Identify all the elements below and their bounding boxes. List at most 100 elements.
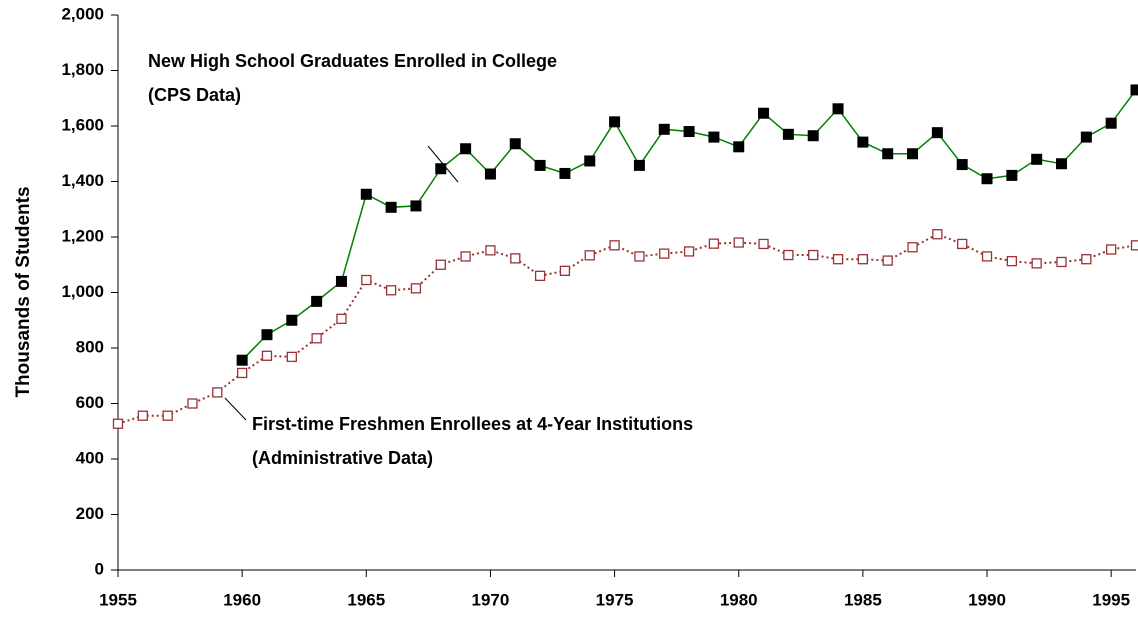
x-tick-label: 1980 [720,590,758,609]
series-line [117,233,1137,425]
marker [882,148,894,160]
marker [634,251,645,262]
marker [981,251,993,262]
marker [907,148,919,160]
marker [410,283,422,294]
marker [1031,258,1042,269]
y-tick-label: 1,400 [61,171,104,190]
marker [360,188,372,200]
y-tick-label: 1,000 [61,282,104,301]
marker [1106,244,1117,255]
marker [311,333,322,344]
marker [708,131,720,143]
marker [808,249,819,261]
marker [435,259,446,270]
marker [1080,131,1092,143]
marker [335,275,347,287]
y-axis-title: Thousands of Students [13,186,34,397]
marker [857,136,869,148]
marker [236,354,248,366]
x-tick-label: 1965 [347,590,385,609]
y-tick-label: 1,600 [61,115,104,134]
marker [659,248,670,259]
marker [832,103,844,115]
marker [832,254,844,265]
marker [435,163,447,175]
marker [509,138,521,150]
marker [559,167,571,179]
marker [336,313,347,325]
marker [1031,153,1043,165]
marker [236,367,248,379]
marker [1006,255,1018,267]
marker [460,143,472,155]
marker [1105,117,1117,129]
marker [212,387,223,398]
marker [559,265,571,277]
series-annotation-note: (Administrative Data) [252,448,433,468]
marker [162,410,173,421]
marker [957,238,968,250]
x-tick-label: 1990 [968,590,1006,609]
marker [1006,169,1018,181]
marker [187,398,198,409]
marker [708,238,720,249]
marker [1081,254,1092,265]
marker [286,314,298,326]
marker [584,250,595,261]
x-tick-label: 1955 [99,590,137,609]
marker [286,351,297,363]
marker [311,295,323,307]
marker [733,141,745,153]
marker [584,155,596,167]
marker [956,159,968,171]
marker [782,128,794,140]
marker [658,123,670,135]
y-tick-label: 2,000 [61,4,104,23]
marker [758,238,769,250]
marker [633,159,645,171]
marker [484,168,496,180]
marker [385,285,397,296]
marker [485,245,496,256]
y-tick-label: 200 [76,504,104,523]
y-tick-label: 1,800 [61,60,104,79]
marker [981,173,993,185]
marker [410,200,422,212]
marker [733,237,744,248]
series-annotation: First-time Freshmen Enrollees at 4-Year … [252,414,693,434]
marker [683,246,695,257]
marker [112,418,124,429]
marker [783,249,794,261]
marker [261,350,273,361]
x-tick-label: 1995 [1092,590,1130,609]
marker [261,329,273,341]
x-tick-label: 1970 [472,590,510,609]
x-tick-label: 1960 [223,590,261,609]
marker [385,201,397,213]
x-tick-label: 1985 [844,590,882,609]
marker [683,126,695,138]
y-tick-label: 400 [76,448,104,467]
marker [857,254,869,265]
marker [1056,256,1067,268]
series-annotation: New High School Graduates Enrolled in Co… [148,51,557,71]
marker [609,116,621,128]
marker [534,270,546,282]
marker [907,242,918,253]
marker [609,240,620,251]
y-tick-label: 0 [95,559,104,578]
marker [807,130,819,142]
marker [460,251,471,262]
x-tick-label: 1975 [596,590,634,609]
marker [1056,158,1068,170]
marker [932,229,943,240]
leader-line [224,397,247,421]
marker [882,255,893,266]
y-tick-label: 1,200 [61,226,104,245]
marker [1130,84,1138,96]
marker [137,410,148,421]
marker [1130,240,1138,251]
marker [758,107,770,119]
